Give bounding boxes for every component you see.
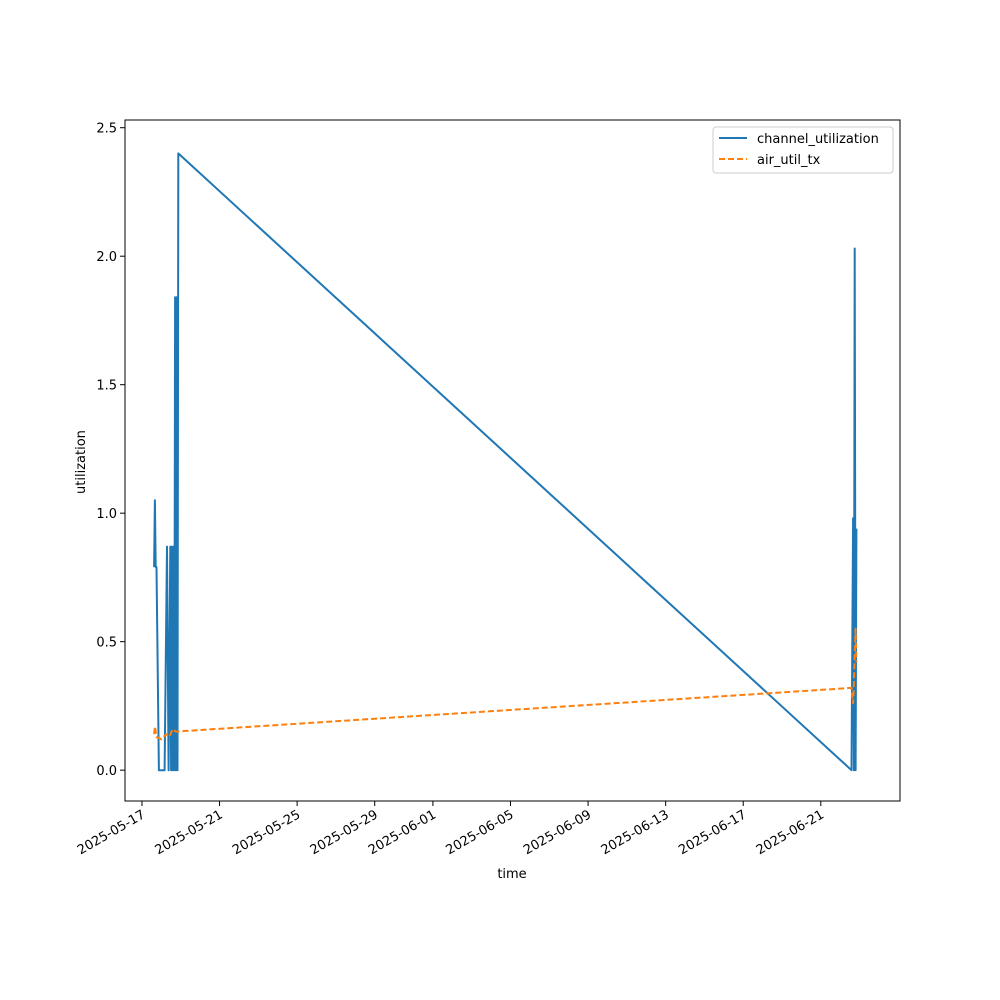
series-line-air-util-tx xyxy=(153,627,858,741)
y-axis-label: utilization xyxy=(74,430,89,494)
legend-label-air-util-tx: air_util_tx xyxy=(757,153,821,168)
x-tick-label: 2025-05-25 xyxy=(230,807,303,858)
y-tick-label: 1.0 xyxy=(96,507,117,522)
x-tick-label: 2025-05-21 xyxy=(153,807,226,858)
y-tick-label: 0.0 xyxy=(96,764,117,779)
x-tick-label: 2025-06-17 xyxy=(676,807,749,858)
y-tick-label: 1.5 xyxy=(96,379,117,394)
x-tick-label: 2025-06-21 xyxy=(754,807,827,858)
y-tick-label: 2.5 xyxy=(96,122,117,137)
x-axis-ticks: 2025-05-17 2025-05-21 2025-05-25 2025-05-29… xyxy=(75,801,827,858)
plot-frame xyxy=(124,119,901,802)
y-axis-ticks: 0.0 0.5 1.0 1.5 2.0 2.5 xyxy=(96,122,125,779)
series-line-channel-utilization xyxy=(153,152,858,772)
x-axis-label: time xyxy=(497,867,526,882)
legend-box xyxy=(712,126,894,174)
x-tick-label: 2025-06-13 xyxy=(599,807,672,858)
y-tick-label: 0.5 xyxy=(96,636,117,651)
x-tick-label: 2025-06-05 xyxy=(444,807,517,858)
x-tick-label: 2025-05-17 xyxy=(75,807,148,858)
x-tick-label: 2025-06-09 xyxy=(521,807,594,858)
legend: channel_utilization air_util_tx xyxy=(712,126,894,174)
series-layer xyxy=(153,152,858,772)
y-tick-label: 2.0 xyxy=(96,250,117,265)
legend-label-channel-utilization: channel_utilization xyxy=(757,132,879,147)
